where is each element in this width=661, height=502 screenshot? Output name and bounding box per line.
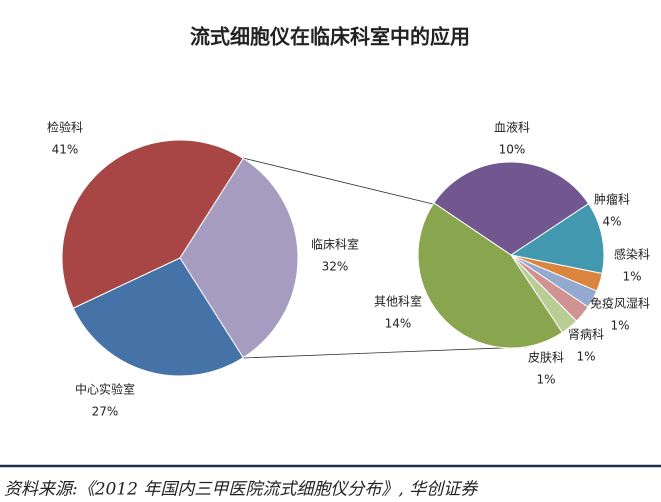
slice-label: 感染科 (614, 247, 650, 262)
pie-slice (179, 157, 299, 359)
slice-value-label: 32% (322, 260, 349, 274)
pie-slice (61, 139, 244, 309)
connector-line (242, 157, 438, 206)
slice-value-label: 1% (622, 270, 641, 284)
slice-value-label: 1% (536, 373, 555, 387)
slice-label: 肾病科 (568, 327, 604, 342)
pie-slice (509, 202, 605, 275)
slice-label: 血液科 (494, 120, 530, 135)
pie-slice (72, 257, 244, 377)
pie-slice (417, 202, 564, 349)
connector-line (242, 346, 528, 359)
source-note: 资料来源:《2012 年国内三甲医院流式细胞仪分布》, 华创证券 (4, 480, 479, 500)
slice-label: 检验科 (47, 120, 83, 135)
slice-value-label: 14% (385, 317, 412, 331)
slice-value-label: 4% (602, 215, 621, 229)
slice-label: 中心实验室 (75, 382, 135, 397)
slice-label: 临床科室 (311, 237, 359, 252)
slice-label: 皮肤科 (528, 350, 564, 365)
chart-title: 流式细胞仪在临床科室中的应用 (190, 25, 470, 49)
slice-value-label: 41% (52, 143, 79, 157)
pie-slice (433, 161, 590, 256)
slice-label: 肿瘤科 (594, 192, 630, 207)
slice-label: 其他科室 (374, 294, 422, 309)
slice-value-label: 1% (576, 350, 595, 364)
slice-value-label: 10% (499, 143, 526, 157)
slice-label: 免疫风湿科 (590, 296, 650, 311)
slice-value-label: 27% (92, 405, 119, 419)
slice-value-label: 1% (610, 319, 629, 333)
